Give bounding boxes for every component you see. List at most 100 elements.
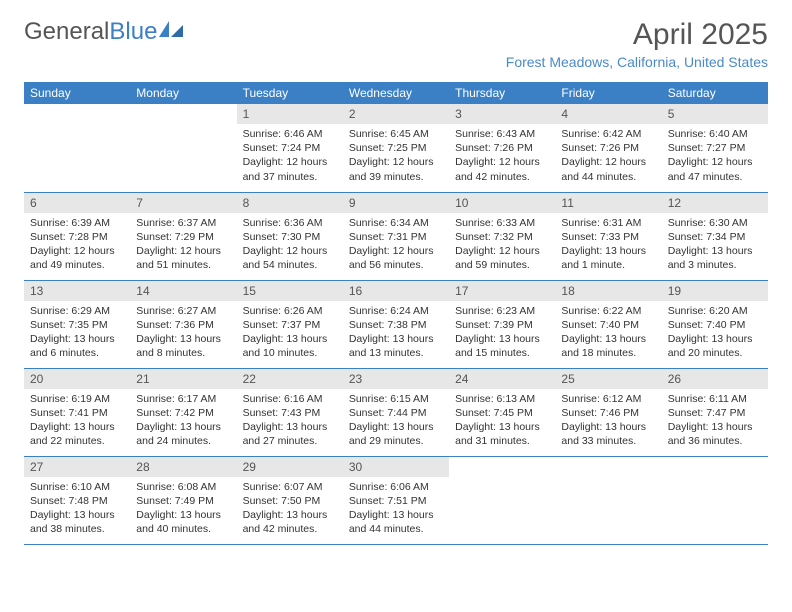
day-line-dl1: Daylight: 13 hours [561,332,655,346]
day-line-dl1: Daylight: 12 hours [455,155,549,169]
calendar-cell: 3Sunrise: 6:43 AMSunset: 7:26 PMDaylight… [449,104,555,192]
day-body: Sunrise: 6:12 AMSunset: 7:46 PMDaylight:… [555,389,661,455]
calendar-cell-empty [662,456,768,544]
day-line-dl2: and 1 minute. [561,258,655,272]
day-line-ss: Sunset: 7:37 PM [243,318,337,332]
day-number: 16 [343,281,449,301]
day-line-dl2: and 39 minutes. [349,170,443,184]
day-body: Sunrise: 6:26 AMSunset: 7:37 PMDaylight:… [237,301,343,367]
calendar-body: 1Sunrise: 6:46 AMSunset: 7:24 PMDaylight… [24,104,768,544]
day-line-sr: Sunrise: 6:08 AM [136,480,230,494]
day-line-sr: Sunrise: 6:27 AM [136,304,230,318]
day-line-ss: Sunset: 7:25 PM [349,141,443,155]
day-line-dl2: and 54 minutes. [243,258,337,272]
day-line-dl2: and 59 minutes. [455,258,549,272]
day-number: 15 [237,281,343,301]
day-line-ss: Sunset: 7:28 PM [30,230,124,244]
day-line-ss: Sunset: 7:35 PM [30,318,124,332]
day-body: Sunrise: 6:06 AMSunset: 7:51 PMDaylight:… [343,477,449,543]
day-number: 26 [662,369,768,389]
day-body: Sunrise: 6:23 AMSunset: 7:39 PMDaylight:… [449,301,555,367]
day-line-sr: Sunrise: 6:39 AM [30,216,124,230]
day-line-dl2: and 44 minutes. [349,522,443,536]
day-line-sr: Sunrise: 6:46 AM [243,127,337,141]
day-body: Sunrise: 6:34 AMSunset: 7:31 PMDaylight:… [343,213,449,279]
day-line-sr: Sunrise: 6:36 AM [243,216,337,230]
day-line-dl1: Daylight: 12 hours [243,155,337,169]
day-number: 8 [237,193,343,213]
day-body: Sunrise: 6:17 AMSunset: 7:42 PMDaylight:… [130,389,236,455]
day-line-sr: Sunrise: 6:40 AM [668,127,762,141]
day-line-dl1: Daylight: 13 hours [349,332,443,346]
day-number: 22 [237,369,343,389]
weekday-header: Monday [130,82,236,104]
day-number: 9 [343,193,449,213]
day-line-ss: Sunset: 7:36 PM [136,318,230,332]
calendar-cell: 18Sunrise: 6:22 AMSunset: 7:40 PMDayligh… [555,280,661,368]
day-line-dl2: and 15 minutes. [455,346,549,360]
calendar-row: 6Sunrise: 6:39 AMSunset: 7:28 PMDaylight… [24,192,768,280]
day-line-dl2: and 40 minutes. [136,522,230,536]
calendar-cell: 10Sunrise: 6:33 AMSunset: 7:32 PMDayligh… [449,192,555,280]
day-line-dl2: and 47 minutes. [668,170,762,184]
calendar-cell: 30Sunrise: 6:06 AMSunset: 7:51 PMDayligh… [343,456,449,544]
day-number: 19 [662,281,768,301]
day-number: 24 [449,369,555,389]
day-line-ss: Sunset: 7:47 PM [668,406,762,420]
day-line-dl1: Daylight: 13 hours [455,332,549,346]
day-line-dl1: Daylight: 13 hours [243,332,337,346]
calendar-cell: 1Sunrise: 6:46 AMSunset: 7:24 PMDaylight… [237,104,343,192]
day-line-ss: Sunset: 7:41 PM [30,406,124,420]
day-line-ss: Sunset: 7:30 PM [243,230,337,244]
day-line-sr: Sunrise: 6:17 AM [136,392,230,406]
calendar-cell: 17Sunrise: 6:23 AMSunset: 7:39 PMDayligh… [449,280,555,368]
weekday-header: Saturday [662,82,768,104]
day-line-ss: Sunset: 7:43 PM [243,406,337,420]
day-body: Sunrise: 6:31 AMSunset: 7:33 PMDaylight:… [555,213,661,279]
calendar-cell: 5Sunrise: 6:40 AMSunset: 7:27 PMDaylight… [662,104,768,192]
day-line-dl2: and 56 minutes. [349,258,443,272]
logo: GeneralBlue [24,18,185,46]
day-line-ss: Sunset: 7:44 PM [349,406,443,420]
day-body: Sunrise: 6:10 AMSunset: 7:48 PMDaylight:… [24,477,130,543]
day-line-sr: Sunrise: 6:45 AM [349,127,443,141]
day-line-ss: Sunset: 7:31 PM [349,230,443,244]
logo-text-1: General [24,18,109,46]
calendar-cell: 13Sunrise: 6:29 AMSunset: 7:35 PMDayligh… [24,280,130,368]
day-number: 25 [555,369,661,389]
logo-sail-icon [159,18,185,46]
day-body: Sunrise: 6:13 AMSunset: 7:45 PMDaylight:… [449,389,555,455]
day-body: Sunrise: 6:42 AMSunset: 7:26 PMDaylight:… [555,124,661,190]
calendar-cell: 8Sunrise: 6:36 AMSunset: 7:30 PMDaylight… [237,192,343,280]
day-line-dl1: Daylight: 13 hours [30,420,124,434]
day-body: Sunrise: 6:29 AMSunset: 7:35 PMDaylight:… [24,301,130,367]
day-line-ss: Sunset: 7:26 PM [455,141,549,155]
day-line-sr: Sunrise: 6:37 AM [136,216,230,230]
day-line-sr: Sunrise: 6:31 AM [561,216,655,230]
day-number: 21 [130,369,236,389]
day-number: 2 [343,104,449,124]
day-line-ss: Sunset: 7:48 PM [30,494,124,508]
weekday-header: Sunday [24,82,130,104]
calendar-cell: 28Sunrise: 6:08 AMSunset: 7:49 PMDayligh… [130,456,236,544]
day-line-dl1: Daylight: 13 hours [243,420,337,434]
calendar-row: 20Sunrise: 6:19 AMSunset: 7:41 PMDayligh… [24,368,768,456]
day-line-sr: Sunrise: 6:30 AM [668,216,762,230]
day-line-sr: Sunrise: 6:34 AM [349,216,443,230]
day-body: Sunrise: 6:16 AMSunset: 7:43 PMDaylight:… [237,389,343,455]
day-line-dl2: and 3 minutes. [668,258,762,272]
day-body: Sunrise: 6:07 AMSunset: 7:50 PMDaylight:… [237,477,343,543]
day-line-dl1: Daylight: 13 hours [455,420,549,434]
day-body: Sunrise: 6:37 AMSunset: 7:29 PMDaylight:… [130,213,236,279]
day-line-sr: Sunrise: 6:24 AM [349,304,443,318]
day-line-ss: Sunset: 7:40 PM [668,318,762,332]
day-line-sr: Sunrise: 6:06 AM [349,480,443,494]
calendar-cell: 12Sunrise: 6:30 AMSunset: 7:34 PMDayligh… [662,192,768,280]
day-line-sr: Sunrise: 6:11 AM [668,392,762,406]
day-line-dl2: and 20 minutes. [668,346,762,360]
day-line-dl1: Daylight: 12 hours [561,155,655,169]
day-line-dl1: Daylight: 13 hours [349,420,443,434]
day-line-dl2: and 38 minutes. [30,522,124,536]
day-line-sr: Sunrise: 6:13 AM [455,392,549,406]
day-line-dl1: Daylight: 13 hours [668,244,762,258]
